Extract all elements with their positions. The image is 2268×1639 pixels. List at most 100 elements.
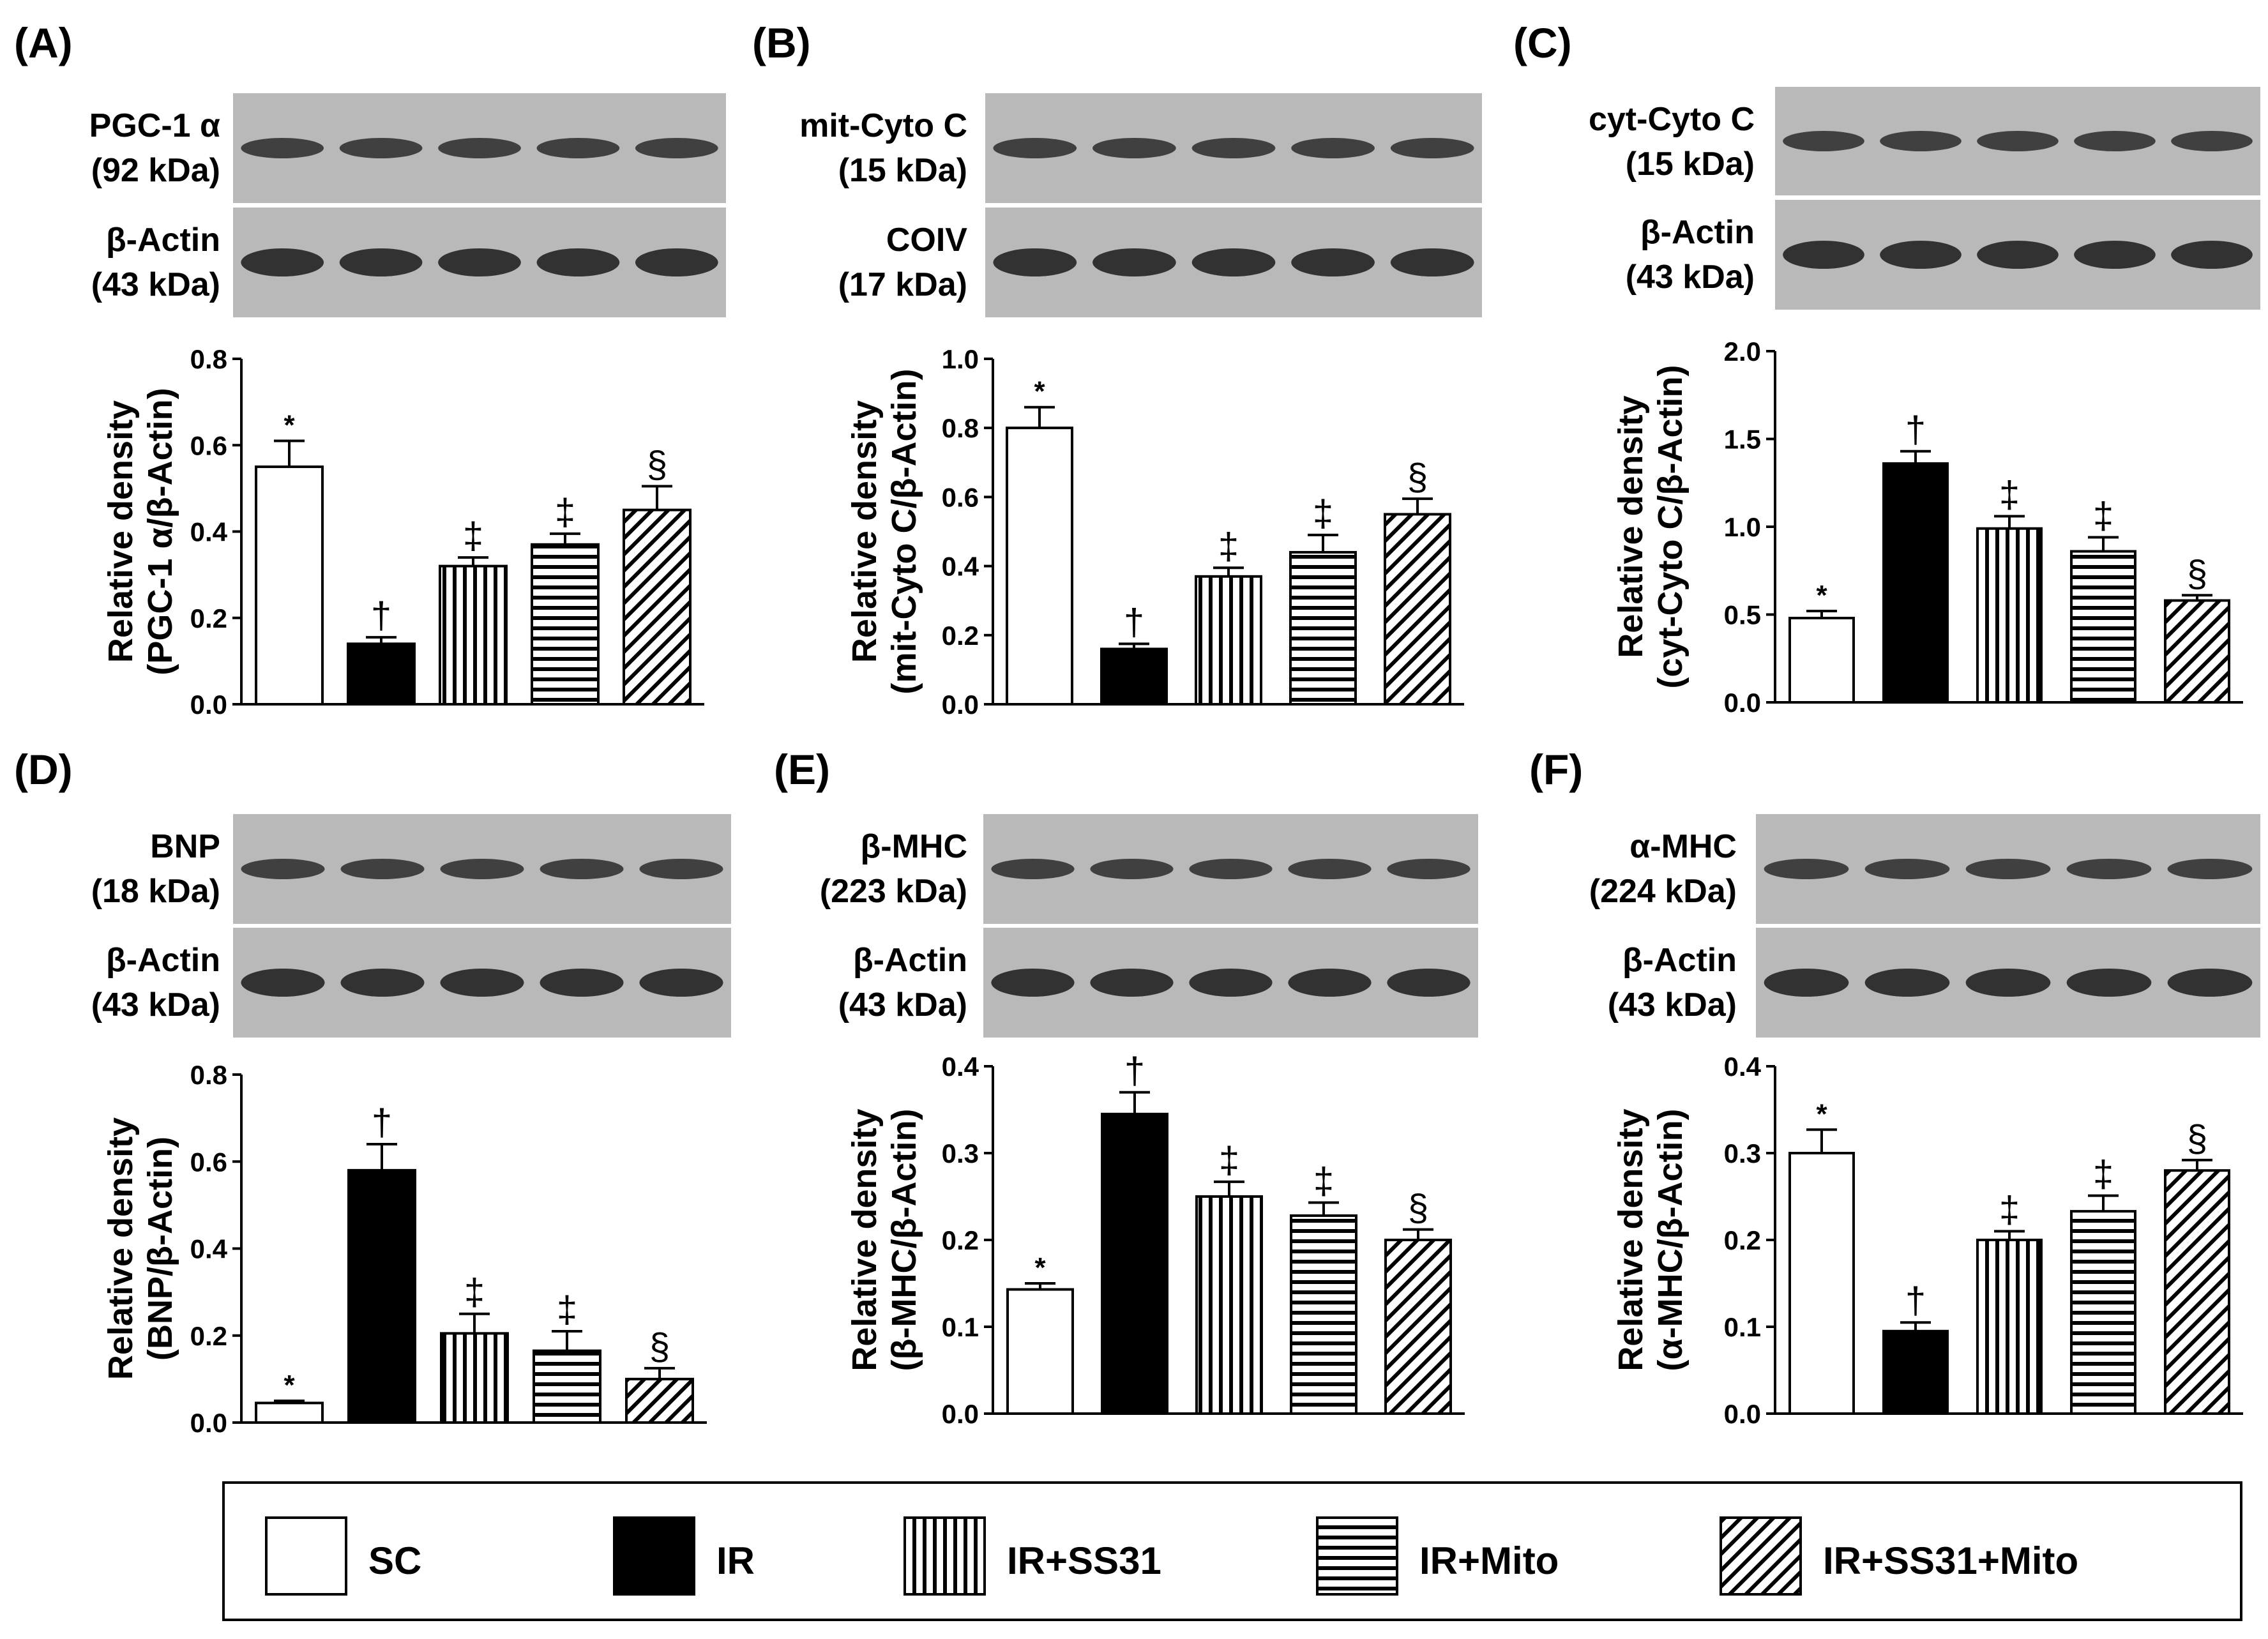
blot-band (540, 969, 624, 997)
legend-label: SC (368, 1539, 421, 1582)
blot-band (438, 248, 521, 276)
y-tick-label: 0.0 (942, 690, 979, 720)
legend-label: IR+SS31 (1007, 1539, 1161, 1582)
significance-mark: * (284, 409, 295, 441)
blot-kda-label: (223 kDa) (820, 873, 967, 910)
bar-sc (1788, 1152, 1855, 1415)
y-tick-label: 1.5 (1724, 425, 1761, 455)
significance-mark: ‡ (2093, 1154, 2113, 1195)
y-tick-label: 0.3 (1724, 1138, 1761, 1168)
blot-band (540, 859, 624, 879)
blot-band (1390, 248, 1474, 276)
blot-band (339, 248, 423, 276)
significance-mark: * (284, 1370, 295, 1401)
bar-sc (255, 1401, 324, 1424)
blot-kda-label: (92 kDa) (91, 152, 220, 189)
y-axis-subtitle: (cyt-Cyto C/β-Actin) (1651, 365, 1690, 689)
blot-strip (985, 93, 1482, 203)
blot-kda-label: (43 kDa) (838, 986, 967, 1023)
bar-ir (347, 642, 416, 706)
legend-swatch (1720, 1516, 1802, 1596)
blot-band (340, 969, 425, 997)
y-axis: 0.0 0.2 0.4 0.6 0.8 (190, 344, 243, 720)
blot-kda-label: (43 kDa) (1626, 259, 1755, 296)
blot-band (536, 138, 620, 158)
significance-mark: § (2187, 1118, 2207, 1159)
bar-ir-mito (2070, 550, 2136, 704)
significance-mark: * (1816, 580, 1827, 611)
y-tick-label: 0.4 (190, 517, 228, 547)
bar-ir-ss31 (439, 564, 508, 706)
legend-item: IR+SS31 (903, 1516, 1161, 1596)
significance-mark: ‡ (463, 515, 483, 557)
blot-band (2074, 131, 2156, 151)
y-axis-title: Relative density (1612, 1108, 1650, 1371)
y-tick-label: 2.0 (1724, 336, 1761, 366)
panel-1: (B)mit-Cyto C(15 kDa)COIV(17 kDa)0.00.20… (752, 19, 1482, 720)
y-tick-label: 0.6 (942, 482, 979, 512)
blot-protein-label: β-Actin (106, 222, 220, 259)
y-axis: 0.0 0.5 1.0 1.5 2.0 (1724, 336, 1776, 718)
significance-mark: † (1905, 1280, 1926, 1322)
significance-mark: ‡ (555, 492, 575, 533)
significance-mark: † (371, 595, 391, 637)
y-axis-label: Relative density (β-MHC/β-Actin) (845, 1108, 923, 1371)
bar-sc (1006, 1288, 1074, 1416)
blot-band (1288, 859, 1372, 879)
significance-mark: ‡ (464, 1272, 485, 1313)
blot-band (2167, 969, 2253, 997)
blot-band (1387, 859, 1470, 879)
y-axis-label: Relative density (mit-Cyto C/β-Actin) (845, 369, 923, 695)
bar-ir-mito (1289, 550, 1357, 706)
bar-ir-ss31 (1195, 575, 1262, 706)
y-tick-label: 0.6 (190, 430, 227, 460)
y-axis-subtitle: (BNP/β-Actin) (141, 1137, 179, 1361)
blot-band (1864, 859, 1950, 879)
y-tick-label: 0.2 (942, 621, 979, 651)
y-tick-label: 0.0 (190, 690, 227, 720)
bar-ir-ss31-mito (623, 508, 692, 706)
significance-mark: § (2187, 553, 2207, 594)
bar-ir-ss31-mito (1384, 513, 1451, 706)
y-tick-label: 0.0 (942, 1399, 979, 1429)
blot-band (1880, 131, 1962, 151)
blot-strip (233, 208, 726, 317)
y-axis-label: Relative density (BNP/β-Actin) (102, 1117, 179, 1380)
blot-protein-label: β-Actin (1622, 942, 1737, 979)
legend-swatch (265, 1516, 347, 1596)
bar-ir (1100, 647, 1168, 706)
blot-band (1387, 969, 1470, 997)
significance-mark: * (1034, 1252, 1046, 1283)
legend-item: IR+Mito (1316, 1516, 1559, 1596)
y-axis-subtitle: (PGC-1 α/β-Actin) (141, 388, 179, 675)
y-tick-label: 0.4 (1724, 1052, 1762, 1082)
blot-protein-label: mit-Cyto C (799, 107, 967, 144)
blot-protein-label: α-MHC (1629, 828, 1737, 865)
significance-mark: § (649, 1326, 670, 1368)
legend-box: SC IR IR+SS31 IR+Mito IR+SS31+Mito (222, 1481, 2242, 1621)
significance-mark: § (1408, 1188, 1428, 1229)
significance-mark: † (1124, 1050, 1145, 1092)
panel-5: (F)α-MHC(224 kDa)β-Actin(43 kDa)0.00.10.… (1529, 746, 2260, 1429)
y-axis-subtitle: (β-MHC/β-Actin) (885, 1109, 923, 1371)
blot-kda-label: (18 kDa) (91, 873, 220, 910)
bar-ir-mito (533, 1349, 601, 1424)
blot-band (438, 138, 521, 158)
legend-swatch (613, 1516, 695, 1596)
legend-item: SC (265, 1516, 421, 1596)
blot-kda-label: (15 kDa) (1626, 146, 1755, 183)
y-tick-label: 1.0 (1724, 512, 1761, 542)
blot-protein-label: PGC-1 α (89, 107, 220, 144)
panel-label: (C) (1513, 19, 1572, 66)
blot-strip (1756, 814, 2260, 924)
blot-kda-label: (43 kDa) (91, 986, 220, 1023)
blot-band (241, 969, 325, 997)
blot-band (2171, 241, 2253, 269)
bar-ir-ss31-mito (1384, 1239, 1452, 1415)
y-axis-subtitle: (α-MHC/β-Actin) (1651, 1108, 1690, 1371)
blot-band (1977, 131, 2059, 151)
panel-label: (F) (1529, 746, 1583, 793)
significance-mark: ‡ (1313, 1161, 1334, 1202)
panel-0: (A)PGC-1 α(92 kDa)β-Actin(43 kDa)0.00.20… (14, 19, 726, 720)
significance-mark: § (1407, 457, 1428, 498)
